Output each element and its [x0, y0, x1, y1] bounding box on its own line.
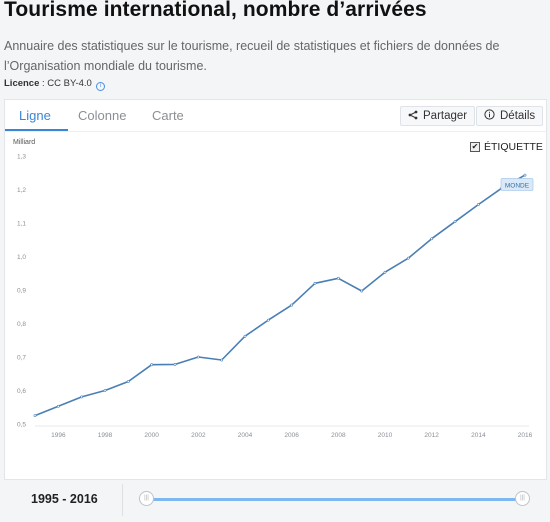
y-unit-label: Milliard [13, 139, 35, 146]
data-point [523, 173, 527, 177]
x-tick-label: 1996 [51, 432, 66, 439]
data-point [290, 303, 294, 307]
y-tick-label: 0,5 [17, 422, 26, 429]
y-tick-label: 1,2 [17, 187, 26, 194]
data-point [103, 389, 107, 392]
data-point [430, 237, 434, 241]
data-point [220, 358, 224, 362]
x-tick-label: 2016 [518, 432, 533, 439]
license-line: Licence : CC BY-4.0 i [4, 78, 105, 91]
data-point [56, 404, 60, 408]
data-point [80, 395, 84, 399]
x-tick-label: 2004 [238, 432, 253, 439]
data-point [150, 363, 154, 367]
details-label: Détails [500, 110, 536, 122]
series-end-label-box [500, 178, 534, 191]
data-point [33, 414, 37, 418]
x-tick-label: 2002 [191, 432, 206, 439]
range-start-handle[interactable]: ||| [139, 491, 154, 506]
tab-colonne[interactable]: Colonne [78, 108, 127, 123]
x-tick-label: 2010 [378, 432, 393, 439]
x-tick-label: 2006 [284, 432, 299, 439]
active-tab-indicator [5, 129, 68, 131]
y-tick-label: 0,9 [17, 288, 26, 295]
label-checkbox[interactable]: ✔ [470, 142, 480, 152]
x-tick-label: 2008 [331, 432, 346, 439]
series-end-label: MONDE [505, 182, 530, 189]
label-toggle-text: ÉTIQUETTE [484, 141, 543, 153]
license-value: : CC BY-4.0 [39, 78, 92, 89]
data-point [406, 256, 410, 260]
line-chart: Milliard 0,5 0,6 0,7 0,8 0,9 1,0 1,1 1,2 1,3 1996 1… [13, 139, 534, 439]
data-point [173, 362, 177, 366]
details-button[interactable]: Détails [476, 106, 544, 126]
year-range-slider[interactable] [147, 498, 523, 501]
data-point [383, 270, 387, 274]
year-range-text: 1995 - 2016 [31, 492, 98, 506]
range-footer: 1995 - 2016 ||| ||| [4, 484, 545, 516]
y-tick-label: 0,7 [17, 355, 26, 362]
footer-divider [122, 484, 123, 516]
data-point [360, 289, 364, 293]
page-title: Tourisme international, nombre d’arrivée… [4, 0, 427, 21]
series-line-monde [34, 174, 526, 417]
y-tick-label: 0,6 [17, 388, 26, 395]
license-label: Licence [4, 78, 40, 89]
y-tick-label: 0,8 [17, 321, 26, 328]
y-tick-label: 1,1 [17, 221, 26, 228]
data-point [313, 281, 317, 285]
data-point [476, 203, 480, 206]
x-tick-label: 2012 [424, 432, 439, 439]
info-icon[interactable]: i [95, 82, 105, 91]
y-tick-label: 1,0 [17, 254, 26, 261]
label-toggle[interactable]: ✔ ÉTIQUETTE [470, 141, 543, 153]
chart-card: Ligne Colonne Carte Partager Détails ✔ É… [4, 99, 547, 480]
x-tick-label: 1998 [98, 432, 113, 439]
y-tick-label: 1,3 [17, 154, 26, 161]
info-icon [484, 109, 495, 123]
x-tick-label: 2014 [471, 432, 486, 439]
data-point [196, 355, 200, 359]
data-point [336, 276, 340, 280]
share-icon [408, 110, 418, 123]
tab-carte[interactable]: Carte [152, 108, 184, 123]
share-label: Partager [423, 110, 468, 122]
share-button[interactable]: Partager [400, 106, 476, 126]
data-point [453, 220, 457, 224]
x-tick-label: 2000 [144, 432, 159, 439]
data-point [243, 334, 247, 338]
page-subtitle: Annuaire des statistiques sur le tourism… [4, 39, 500, 73]
data-point [266, 318, 270, 322]
range-end-handle[interactable]: ||| [515, 491, 530, 506]
tab-ligne[interactable]: Ligne [19, 108, 51, 123]
tab-divider [5, 131, 546, 132]
data-point [126, 380, 130, 383]
